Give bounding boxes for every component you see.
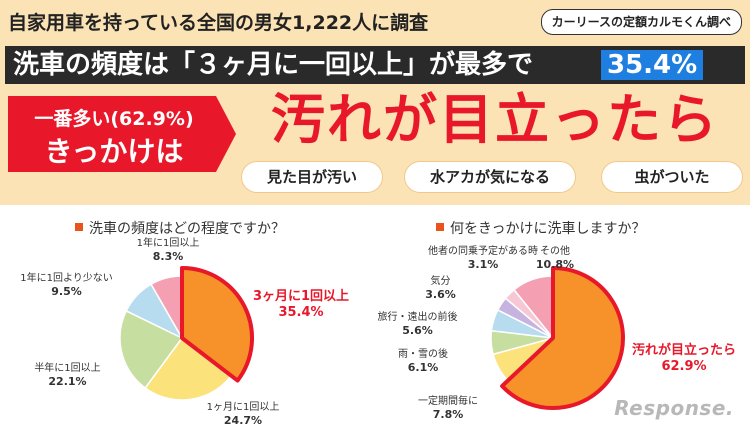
chart1-slice xyxy=(144,336,233,401)
chart2-label: 旅行・遠出の前後 5.6% xyxy=(370,311,465,337)
chart2-label-text: 気分 xyxy=(430,276,451,287)
watermark-logo: Response. xyxy=(614,396,734,420)
chart2-label-text: 雨・雪の後 xyxy=(398,349,448,360)
top-reason: 汚れが目立ったら xyxy=(271,88,719,151)
headline-percent: 35.4% xyxy=(601,50,704,80)
chart1-label-pct: 9.5% xyxy=(51,285,82,298)
chart1-label-text: 1年に1回以上 xyxy=(136,238,200,249)
trigger-banner-shape xyxy=(8,96,236,172)
chart2-label: その他 10.8% xyxy=(530,245,580,271)
chart1-title: 洗車の頻度はどの程度ですか？ xyxy=(75,218,285,238)
tag-pill: 水アカが気になる xyxy=(405,162,575,192)
chart1-label-text: 3ヶ月に1回以上 xyxy=(252,289,350,304)
bullet-square-icon xyxy=(436,223,444,231)
chart2-highlight-label: 汚れが目立ったら 62.9% xyxy=(622,343,746,375)
chart2-slice-highlight xyxy=(500,266,625,410)
tag-pill: 虫がついた xyxy=(602,162,742,192)
headline-text: 洗車の頻度は「３ヶ月に一回以上」が最多で xyxy=(13,50,534,80)
source-badge: カーリースの定額カルモくん調べ xyxy=(540,9,742,35)
chart2-label-pct: 6.1% xyxy=(407,361,439,374)
chart2-label-pct: 5.6% xyxy=(402,324,433,337)
chart1-label-text: 1ヶ月に1回以上 xyxy=(206,402,280,413)
chart1-pie xyxy=(119,266,254,401)
chart1-slice xyxy=(119,309,184,389)
chart2-label-text: 一定期間毎に xyxy=(418,396,478,407)
chart1-label-pct: 22.1% xyxy=(48,375,87,388)
survey-title: 自家用車を持っている全国の男女1,222人に調査 xyxy=(8,12,429,34)
trigger-line2: きっかけは xyxy=(44,135,184,168)
chart1-label-pct: 8.3% xyxy=(152,250,184,263)
trigger-banner xyxy=(8,96,236,172)
chart2-pie xyxy=(490,266,625,410)
chart2-label-pct: 7.8% xyxy=(432,408,464,421)
chart1-label: 1年に1回より少ない 9.5% xyxy=(14,272,119,298)
chart1-label-text: 1年に1回より少ない xyxy=(20,273,113,284)
chart2-label: 雨・雪の後 6.1% xyxy=(393,348,453,374)
chart1-label-pct: 24.7% xyxy=(223,414,263,427)
chart2-label-pct: 62.9% xyxy=(661,359,707,374)
chart1-label: 半年に1回以上 22.1% xyxy=(20,362,115,388)
chart1-label: 1ヶ月に1回以上 24.7% xyxy=(198,401,288,427)
trigger-line1: 一番多い(62.9%) xyxy=(34,108,194,130)
chart2-label: 他者の同乗予定がある時 3.1% xyxy=(418,245,548,271)
chart2-label: 一定期間毎に 7.8% xyxy=(413,395,483,421)
chart2-label: 気分 3.6% xyxy=(418,275,463,301)
chart2-label-pct: 3.6% xyxy=(425,288,456,301)
chart2-label-text: 他者の同乗予定がある時 xyxy=(428,246,538,257)
chart2-label-pct: 3.1% xyxy=(467,258,499,271)
chart1-label-pct: 35.4% xyxy=(278,305,324,320)
headline-bar: 洗車の頻度は「３ヶ月に一回以上」が最多で 35.4% xyxy=(5,46,745,84)
tag-pill: 見た目が汚い xyxy=(242,162,382,192)
chart2-title: 何をきっかけに洗車しますか？ xyxy=(436,218,645,238)
chart1-label-text: 半年に1回以上 xyxy=(34,363,101,374)
header-panel: 自家用車を持っている全国の男女1,222人に調査 カーリースの定額カルモくん調べ… xyxy=(0,0,750,205)
chart1-highlight-label: 3ヶ月に1回以上 35.4% xyxy=(236,289,366,321)
chart2-label-text: 旅行・遠出の前後 xyxy=(377,312,458,323)
chart2-label-text: 汚れが目立ったら xyxy=(631,343,736,358)
chart1-slice-highlight xyxy=(180,266,254,383)
bullet-square-icon xyxy=(75,223,83,231)
chart2-label-pct: 10.8% xyxy=(535,258,575,271)
chart1-label: 1年に1回以上 8.3% xyxy=(128,237,208,263)
chart2-label-text: その他 xyxy=(540,246,570,257)
